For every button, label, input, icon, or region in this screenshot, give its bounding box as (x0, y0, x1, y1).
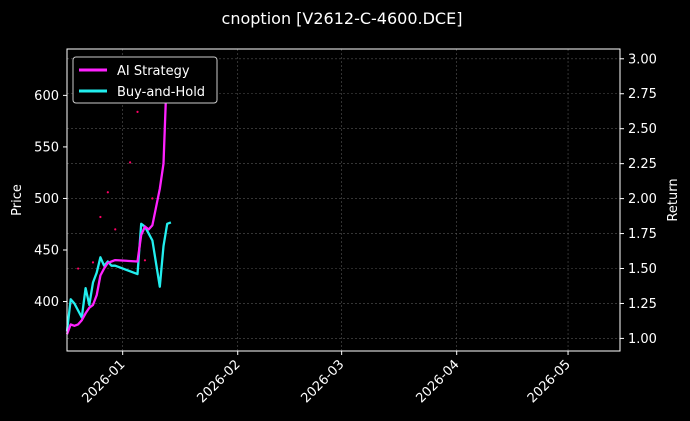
buy-and-hold-line (65, 221, 172, 332)
chart-title: cnoption [V2612-C-4600.DCE] (222, 9, 463, 28)
tick-label-right: 2.25 (628, 157, 657, 172)
price-dot (114, 228, 117, 231)
tick-label-left: 600 (34, 89, 59, 104)
series-lines (65, 62, 172, 335)
tick-label-left: 450 (34, 243, 59, 258)
tick-label-right: 1.00 (628, 332, 657, 347)
tick-label-right: 2.50 (628, 122, 657, 137)
tick-label-right: 3.00 (628, 52, 657, 67)
price-dot (106, 191, 109, 194)
y-axis-label-right: Return (666, 178, 681, 221)
tick-label-left: 500 (34, 192, 59, 207)
price-dot (128, 161, 132, 164)
left-axis: 400 450 500 550 600 (34, 89, 67, 310)
ai-strategy-line (65, 62, 169, 335)
tick-label-left: 400 (34, 295, 59, 310)
price-dot (151, 197, 154, 200)
tick-label-right: 2.75 (628, 87, 657, 102)
y-axis-label-left: Price (10, 184, 25, 216)
legend-label-ai-strategy: AI Strategy (117, 64, 190, 79)
legend: AI Strategy Buy-and-Hold (72, 56, 218, 104)
price-dot (99, 215, 102, 219)
price-dot (136, 110, 139, 113)
price-dot (77, 267, 80, 270)
tick-label-left: 550 (34, 140, 59, 155)
price-dot (91, 261, 95, 264)
tick-label-right: 1.75 (628, 227, 657, 242)
legend-box (72, 56, 218, 104)
tick-label-right: 1.25 (628, 297, 657, 312)
plot-frame (66, 48, 621, 352)
price-dot (143, 259, 147, 262)
tick-label-right: 1.50 (628, 262, 657, 277)
legend-label-buy-and-hold: Buy-and-Hold (117, 85, 205, 100)
right-axis: 1.00 1.25 1.50 1.75 2.00 2.25 2.50 2.75 3.00 (620, 52, 657, 347)
tick-label-right: 2.00 (628, 192, 657, 207)
